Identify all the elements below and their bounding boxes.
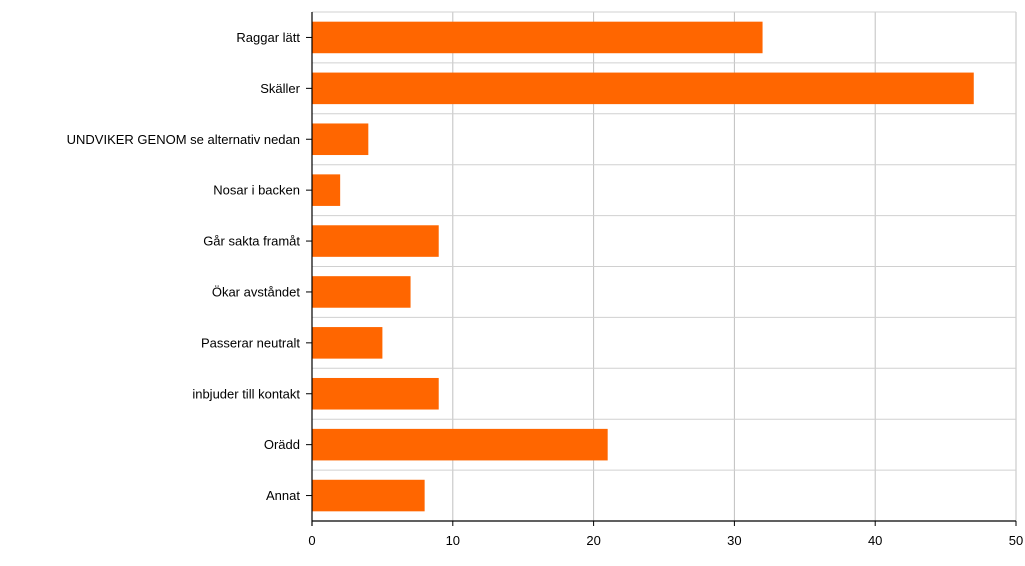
grid [312,11,1017,522]
category-label: Ökar avståndet [212,284,301,299]
category-label: Annat [266,488,300,503]
bars [312,21,974,512]
bar [312,479,425,512]
category-label: Skäller [260,81,300,96]
x-tick-label: 20 [586,533,600,548]
bar [312,225,439,257]
labels: 0 10 20 30 40 50 Raggar lätt Skäller UNDVIKER GE… [67,30,1024,548]
bar [312,327,383,359]
bar [312,123,369,156]
x-tick-label: 0 [308,533,315,548]
category-label: Går sakta framåt [203,234,300,249]
category-label: Passerar neutralt [201,335,300,350]
bar [312,174,341,206]
x-tick-label: 40 [868,533,882,548]
x-tick-label: 50 [1009,533,1023,548]
category-label: Raggar lätt [236,30,300,45]
bar [312,21,763,54]
bar [312,428,608,461]
category-label: Nosar i backen [213,183,300,198]
bar [312,276,411,308]
bar [312,377,439,410]
x-tick-label: 30 [727,533,741,548]
bar [312,72,974,105]
category-label: Orädd [264,437,300,452]
category-label: inbjuder till kontakt [192,386,300,401]
x-tick-label: 10 [446,533,460,548]
axes [306,12,1017,526]
category-label: UNDVIKER GENOM se alternativ nedan [67,132,300,147]
